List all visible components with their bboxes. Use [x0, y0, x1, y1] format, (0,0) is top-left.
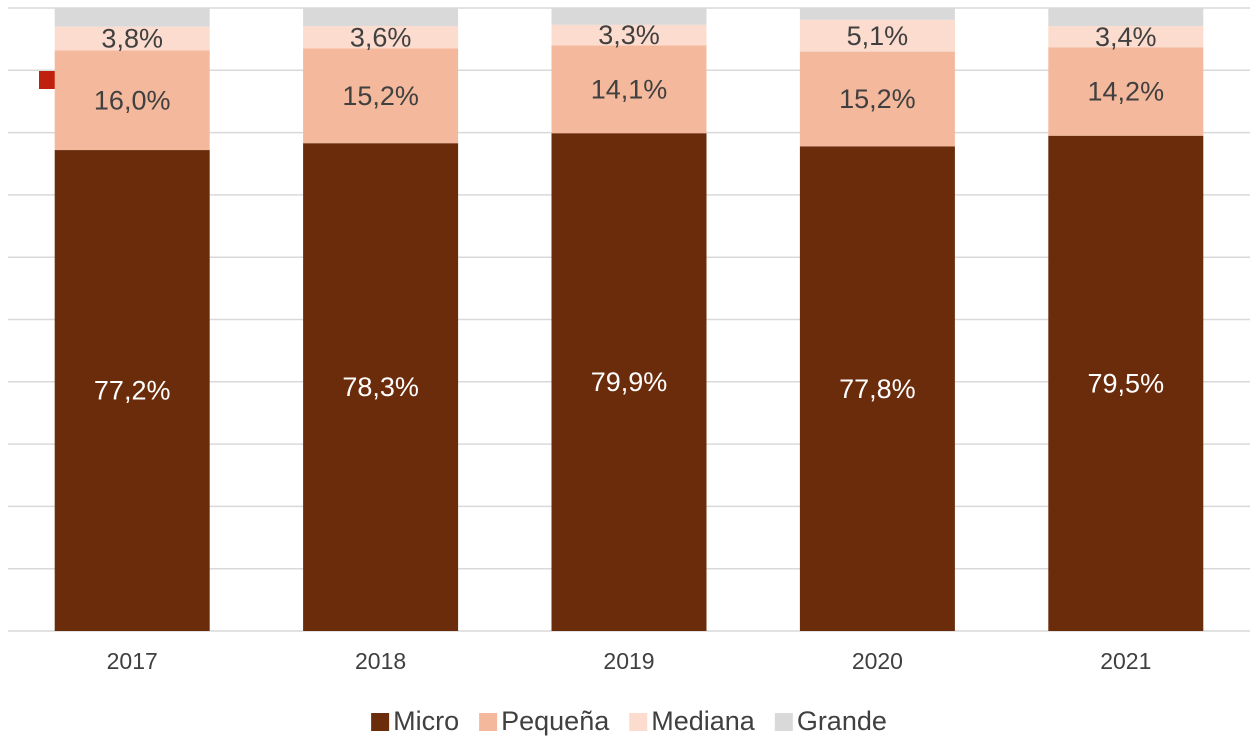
data-label: 3,6% — [350, 22, 412, 52]
legend-marker — [371, 713, 390, 731]
bar-segment — [54, 150, 210, 631]
bar-segment — [799, 51, 955, 147]
bar-segment — [1048, 26, 1204, 48]
data-label: 16,0% — [94, 85, 171, 115]
data-label: 77,8% — [839, 374, 916, 404]
bar-segment — [54, 26, 210, 51]
data-label: 14,1% — [591, 74, 668, 104]
data-label: 77,2% — [94, 376, 171, 406]
bar-segment — [303, 8, 459, 27]
data-label: 3,3% — [598, 20, 660, 50]
bar-segment — [551, 24, 707, 46]
bar-segment — [551, 133, 707, 631]
bar-segment — [1048, 47, 1204, 136]
bar-segment — [551, 8, 707, 25]
data-label: 3,8% — [101, 24, 163, 54]
bar-segment — [54, 8, 210, 27]
legend-label: Pequeña — [501, 706, 610, 736]
bar-segment — [799, 19, 955, 52]
bar-segment — [303, 143, 459, 632]
data-label: 78,3% — [342, 372, 419, 402]
legend-label: Mediana — [651, 706, 756, 736]
data-label: 15,2% — [839, 84, 916, 114]
marker-artifact — [39, 70, 55, 89]
bar-segment — [303, 48, 459, 144]
bar-segment — [54, 50, 210, 151]
legend-marker — [479, 713, 498, 731]
x-tick-label: 2019 — [603, 648, 654, 674]
x-tick-label: 2018 — [355, 648, 406, 674]
data-label: 15,2% — [342, 81, 419, 111]
bar-segment — [303, 26, 459, 49]
data-label: 79,9% — [591, 367, 668, 397]
bar-segment — [1048, 8, 1204, 27]
data-label: 3,4% — [1095, 22, 1157, 52]
x-tick-label: 2020 — [852, 648, 903, 674]
legend-marker — [629, 713, 648, 731]
bar-segment — [799, 146, 955, 631]
bar-segment — [799, 8, 955, 20]
bar-segment — [551, 45, 707, 134]
data-label: 5,1% — [847, 21, 909, 51]
x-tick-label: 2021 — [1100, 648, 1151, 674]
legend-label: Micro — [393, 706, 459, 736]
data-label: 79,5% — [1088, 368, 1165, 398]
x-tick-label: 2017 — [107, 648, 158, 674]
legend-label: Grande — [797, 706, 887, 736]
legend-marker — [774, 713, 793, 731]
data-label: 14,2% — [1088, 77, 1165, 107]
bar-segment — [1048, 135, 1204, 631]
